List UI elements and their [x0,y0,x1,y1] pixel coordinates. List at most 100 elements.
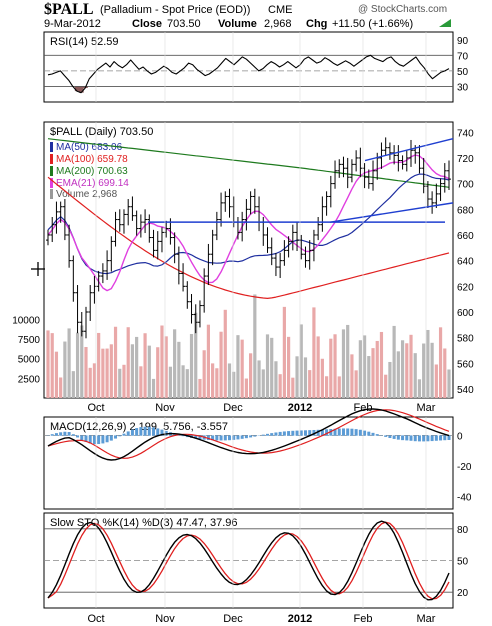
x-axis-labels: Oct Oct Nov Nov Dec Dec 2012 2012 Feb Feb Mar Mar [87,32,436,625]
price-layer: 2500 5000 7500 10000 540 560 580 600 620 640 660 68… [12,128,474,398]
macd-histogram-bar [139,427,143,436]
macd-histogram-bar [143,426,147,436]
legend-ma50: MA(50) 683.06 [56,142,123,153]
volume-bar [101,348,105,398]
macd-histogram-bar [147,426,151,436]
volume-bar [185,369,189,398]
rsi-y-tick: 30 [457,82,469,93]
ma100-line [47,176,450,299]
up-arrow-icon [439,19,451,27]
volume-bar [388,361,392,398]
volume-bar [130,344,135,398]
sto-x-tick: 2012 [288,613,312,625]
macd-histogram-bar [114,435,118,439]
price-bar [83,306,88,339]
price-x-tick: Oct [87,402,104,414]
macd-histogram-bar [443,435,447,441]
price-bar [354,150,359,172]
volume-bar [379,331,384,398]
price-bar [371,160,376,191]
ma200-line [47,138,450,188]
price-bar [235,216,240,240]
volume-bar [346,324,350,398]
price-panel [43,121,454,399]
macd-histogram-bar [92,435,96,445]
volume-bar [151,378,156,398]
volume-bar [84,346,88,398]
volume-bar [156,347,160,398]
price-bar [269,237,274,266]
macd-histogram-bar [388,435,392,439]
close-label: Close [132,18,162,30]
price-bar [181,263,186,292]
volume-bar [97,332,101,398]
rsi-oversold-fill [79,86,84,93]
macd-histogram-bar [392,435,396,439]
price-bar [58,201,63,223]
macd-histogram-bar [367,431,371,436]
macd-y-tick: -20 [457,462,472,473]
macd-histogram-bar [325,429,329,436]
macd-histogram-bar [337,428,341,436]
symbol-title: $PALL [44,1,93,18]
volume-bar [236,335,240,398]
price-y-tick: 640 [457,257,474,268]
rsi-line [47,54,450,94]
price-bar [147,214,152,243]
sto-layer: 20 50 80 [44,520,469,601]
volume-bar [240,339,244,398]
macd-histogram-bar [265,433,269,436]
macd-histogram-bar [405,435,409,441]
macd-histogram-bar [181,435,185,437]
macd-histogram-bar [358,429,362,436]
symbol-name: (Palladium - Spot Price (EOD)) [100,4,250,16]
macd-line [47,408,450,461]
volume-bar [126,327,130,398]
price-bar [214,211,219,241]
macd-histogram-bar [76,435,80,438]
price-bar [172,232,177,264]
macd-histogram-bar [118,435,122,437]
volume-bar [295,356,299,398]
macd-histogram-bar [236,435,240,440]
macd-histogram-bar [173,433,177,436]
price-bar [134,210,139,236]
volume-bar [54,351,59,398]
sto-y-tick: 20 [457,588,469,599]
macd-histogram-bar [333,428,337,436]
price-bar [265,227,270,253]
volume-bar [105,348,109,398]
lower-channel-line [329,202,454,223]
watermark: @ StockCharts.com [358,4,447,15]
price-bar [261,216,266,246]
macd-histogram-bar [274,432,278,436]
sto-x-tick: Oct [87,613,104,625]
macd-layer: -40 -20 0 [44,408,472,504]
macd-histogram-bar [223,435,227,441]
price-bar [396,145,401,172]
price-bar [176,246,181,285]
macd-histogram-bar [232,435,236,440]
volume-bar [430,342,434,398]
volume-bar [164,336,168,398]
volume-bar [282,306,286,398]
volume-bar [160,325,164,398]
price-bar [88,285,93,321]
sto-y-tick: 50 [457,557,469,568]
macd-histogram-bar [278,431,282,436]
macd-histogram-bar [417,435,421,442]
price-title: $PALL (Daily) 703.50 [50,126,153,138]
macd-histogram-bar [434,435,438,441]
macd-histogram-bar [59,432,63,436]
price-bar [311,229,316,262]
macd-histogram-bar [287,431,291,436]
volume-bar [287,336,291,398]
price-bar [71,255,76,302]
rsi-layer: 30 50 70 90 [44,36,469,94]
volume-bar [413,353,417,398]
volume-bar [409,334,413,398]
macd-histogram-bar [194,435,198,439]
volume-bar [312,307,316,398]
price-bar [295,222,300,252]
volume-bar [438,327,443,398]
